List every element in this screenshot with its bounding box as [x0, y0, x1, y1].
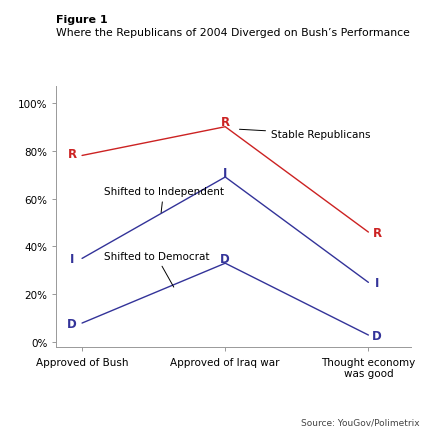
Text: Shifted to Democrat: Shifted to Democrat [103, 251, 209, 287]
Text: I: I [223, 166, 227, 179]
Text: D: D [220, 252, 230, 265]
Text: Stable Republicans: Stable Republicans [239, 130, 371, 140]
Text: D: D [67, 317, 77, 330]
Text: Shifted to Independent: Shifted to Independent [103, 187, 223, 213]
Text: R: R [221, 116, 230, 129]
Text: Figure 1: Figure 1 [56, 15, 108, 25]
Text: Source: YouGov/Polimetrix: Source: YouGov/Polimetrix [301, 417, 420, 426]
Text: Where the Republicans of 2004 Diverged on Bush’s Performance: Where the Republicans of 2004 Diverged o… [56, 28, 410, 38]
Text: R: R [68, 147, 77, 160]
Text: R: R [372, 226, 381, 239]
Text: D: D [372, 329, 382, 342]
Text: I: I [375, 276, 379, 289]
Text: I: I [70, 252, 74, 265]
